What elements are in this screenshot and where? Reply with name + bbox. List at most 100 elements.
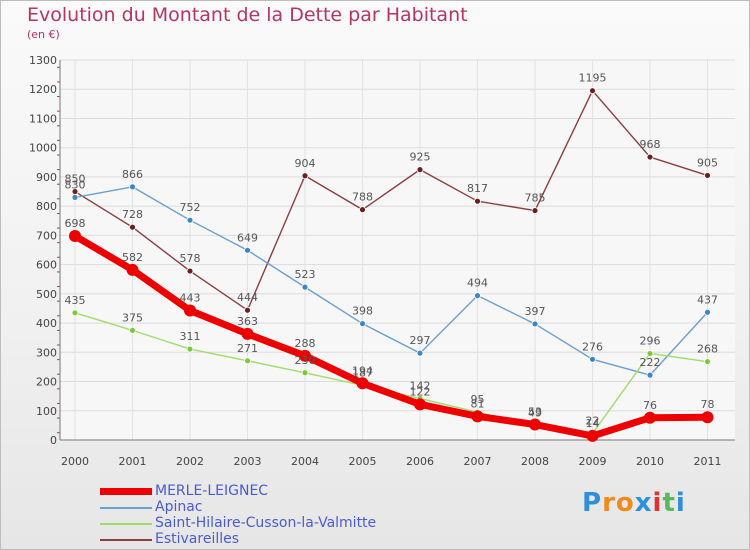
data-point [186,216,194,224]
data-label: 578 [180,252,201,265]
data-point [244,357,251,365]
data-label: 523 [295,268,316,281]
series-line [73,232,708,440]
data-label: 443 [180,292,201,305]
chart-subtitle: (en €) [27,28,60,41]
data-label: 649 [237,231,258,244]
data-label: 968 [640,138,661,151]
data-point [529,418,541,431]
y-tick-label: 100 [36,405,57,418]
data-point [299,349,311,362]
data-label: 494 [467,277,488,290]
data-label: 817 [467,182,488,195]
data-point [301,283,309,291]
data-label: 904 [295,157,316,170]
x-tick-label: 2004 [291,455,319,468]
data-label: 81 [471,397,485,410]
data-label: 925 [410,151,431,164]
data-label: 122 [410,385,431,398]
legend-swatch [100,488,152,495]
data-point [359,206,366,214]
y-tick-label: 1300 [29,54,57,67]
data-point [244,306,251,314]
data-point [644,411,656,424]
data-point [129,223,136,231]
data-label: 296 [640,334,661,347]
legend-item: MERLE-LEIGNEC [100,483,400,499]
data-point [71,193,79,201]
data-label: 194 [352,364,373,377]
x-tick-label: 2008 [521,455,549,468]
y-tick-label: 500 [36,288,57,301]
legend-label: MERLE-LEIGNEC [155,483,269,499]
data-label: 785 [525,192,546,205]
chart-title: Evolution du Montant de la Dette par Hab… [27,4,468,26]
data-point [241,327,254,340]
data-point [589,87,596,95]
data-label: 230 [295,354,316,367]
legend-swatch [100,539,152,541]
data-point [474,292,481,300]
data-label: 76 [643,399,657,412]
data-label: 435 [65,294,86,307]
y-tick-label: 300 [36,346,57,359]
data-point [301,369,309,377]
x-tick-label: 2006 [406,455,434,468]
y-tick-label: 400 [36,317,57,330]
data-label: 142 [410,379,431,392]
y-tick-label: 200 [36,376,57,389]
series-line [74,186,709,376]
y-tick-label: 1100 [29,112,57,125]
plot-area [60,60,735,440]
legend-label: Saint-Hilaire-Cusson-la-Valmitte [155,515,377,531]
data-point [531,207,539,214]
legend-item: Apinac [100,499,400,515]
data-label: 850 [65,173,86,186]
data-point [416,349,424,357]
data-label: 53 [528,406,542,419]
data-label: 905 [697,156,718,169]
data-label: 49 [528,407,542,420]
legend-swatch [100,507,152,509]
data-point [704,308,711,316]
data-label: 268 [697,343,718,356]
data-point [186,345,194,353]
x-tick-label: 2002 [176,455,204,468]
y-tick-label: 600 [36,259,57,272]
data-point [704,172,711,179]
data-label: 582 [122,251,143,264]
legend-swatch [100,523,152,525]
data-label: 78 [701,398,715,411]
data-point [129,183,136,191]
x-tick-label: 2000 [61,455,89,468]
data-point [414,398,426,411]
data-point [646,371,654,379]
proxiti-logo: Proxiti [582,488,686,518]
data-label: 311 [180,330,201,343]
legend-label: Apinac [155,499,203,515]
data-label: 398 [352,305,373,318]
data-point [586,429,599,442]
data-label: 437 [697,293,718,306]
data-point [301,172,309,180]
data-label: 288 [295,337,316,350]
x-tick-label: 2003 [234,455,262,468]
x-tick-label: 2005 [349,455,377,468]
data-point [416,166,424,174]
data-label: 397 [525,305,546,318]
data-label: 830 [65,178,86,191]
legend-item: Estivareilles [100,531,400,547]
data-point [701,411,714,424]
data-label: 752 [180,201,201,214]
series-line [74,89,708,311]
data-point [704,358,711,366]
x-tick-label: 2007 [464,455,492,468]
data-point [531,320,539,328]
y-tick-label: 0 [50,434,57,447]
data-label: 95 [471,393,485,406]
data-label: 22 [586,415,600,428]
x-tick-label: 2010 [636,455,664,468]
y-tick-label: 800 [36,200,57,213]
y-tick-label: 1200 [29,83,57,96]
